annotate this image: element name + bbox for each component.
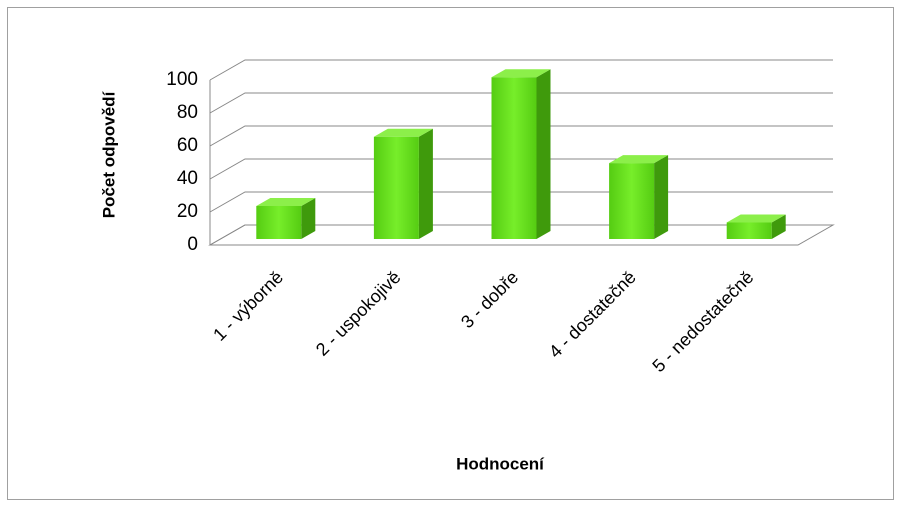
- bar-front: [256, 206, 302, 239]
- bar: [609, 155, 669, 239]
- bar-front: [609, 163, 655, 239]
- bar-side: [418, 128, 433, 239]
- bar-front: [373, 136, 419, 239]
- bar-side: [301, 198, 316, 239]
- bar-side: [654, 155, 669, 239]
- bar-front: [491, 77, 537, 239]
- bar: [373, 128, 433, 239]
- y-tick-label: 20: [177, 201, 198, 222]
- grid-line: [209, 125, 833, 147]
- grid-line: [209, 59, 833, 81]
- y-tick-label: 100: [166, 69, 198, 90]
- y-tick-label: 0: [187, 234, 198, 255]
- bar-front: [726, 222, 772, 239]
- bar-top: [373, 128, 433, 137]
- bar-top: [256, 198, 316, 206]
- bar-side: [536, 69, 551, 239]
- bar: [491, 69, 551, 239]
- bar-top: [491, 69, 551, 78]
- x-axis-title: Hodnocení: [456, 454, 545, 473]
- bar-side: [771, 214, 786, 239]
- y-axis-title: Počet odpovědí: [99, 90, 118, 218]
- y-tick-label: 80: [177, 102, 198, 123]
- bar-top: [609, 155, 669, 164]
- grid-line: [209, 92, 833, 114]
- y-tick-label: 60: [177, 135, 198, 156]
- chart-frame: [7, 7, 894, 500]
- bar: [726, 214, 786, 239]
- bar-top: [726, 214, 786, 223]
- y-tick-label: 40: [177, 168, 198, 189]
- bar: [256, 198, 316, 239]
